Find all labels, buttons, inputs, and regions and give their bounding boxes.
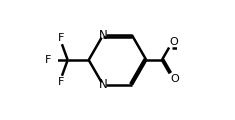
- Text: F: F: [58, 77, 65, 87]
- Text: O: O: [170, 37, 178, 47]
- Text: N: N: [99, 78, 107, 91]
- Text: N: N: [99, 29, 107, 42]
- Text: F: F: [58, 33, 65, 43]
- Text: O: O: [170, 74, 179, 84]
- Text: F: F: [45, 55, 51, 65]
